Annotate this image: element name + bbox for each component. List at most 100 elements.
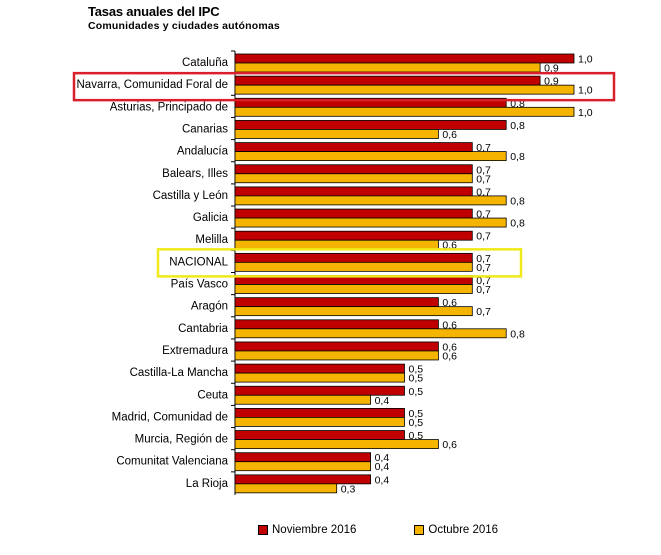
value-label-octubre-nacional: 0,7 [476, 262, 491, 274]
bar-octubre-asturias-principado-de [234, 106, 575, 117]
value-label-octubre-galicia: 0,8 [510, 218, 525, 230]
value-label-noviembre-extremadura: 0,6 [442, 341, 457, 353]
value-label-octubre-ceuta: 0,4 [375, 395, 390, 407]
category-label-castilla-la-mancha: Castilla-La Mancha [130, 367, 229, 379]
bar-octubre-cataluna [234, 62, 541, 73]
highlight-box-yellow [156, 248, 523, 278]
value-label-octubre-andalucia: 0,8 [510, 151, 525, 163]
bar-octubre-galicia [234, 217, 507, 228]
bar-noviembre-balears-illes [234, 164, 473, 175]
bar-octubre-madrid-comunidad-de [234, 416, 405, 427]
bar-octubre-balears-illes [234, 173, 473, 184]
bar-noviembre-castilla-y-leon [234, 186, 473, 197]
category-label-navarra-comunidad-foral-de: Navarra, Comunidad Foral de [77, 79, 229, 91]
legend-swatch-noviembre [258, 525, 268, 535]
bar-noviembre-canarias [234, 120, 507, 130]
bar-noviembre-comunitat-valenciana [234, 452, 372, 463]
value-label-noviembre-balears-illes: 0,7 [476, 164, 491, 176]
bar-octubre-comunitat-valenciana [234, 461, 372, 472]
bar-octubre-nacional [234, 261, 473, 272]
value-label-noviembre-madrid-comunidad-de: 0,5 [409, 408, 424, 420]
value-label-noviembre-canarias: 0,8 [510, 120, 525, 132]
value-label-noviembre-pais-vasco: 0,7 [476, 275, 491, 287]
value-label-octubre-pais-vasco: 0,7 [476, 284, 491, 296]
value-label-octubre-murcia-region-de: 0,6 [442, 439, 457, 451]
bar-noviembre-madrid-comunidad-de [234, 407, 405, 418]
value-label-noviembre-cataluna: 1,0 [578, 54, 593, 66]
bar-octubre-extremadura [234, 350, 439, 361]
category-label-galicia: Galicia [193, 212, 229, 224]
value-label-octubre-comunitat-valenciana: 0,4 [375, 461, 390, 473]
category-label-asturias-principado-de: Asturias, Principado de [110, 101, 228, 113]
value-label-octubre-navarra-comunidad-foral-de: 1,0 [578, 85, 593, 97]
bar-noviembre-extremadura [234, 341, 439, 352]
legend-label-noviembre: Noviembre 2016 [272, 524, 357, 536]
value-label-octubre-castilla-y-leon: 0,8 [510, 195, 525, 207]
value-label-noviembre-aragon: 0,6 [442, 297, 457, 309]
category-label-la-rioja: La Rioja [186, 478, 229, 490]
value-label-noviembre-comunitat-valenciana: 0,4 [375, 452, 390, 464]
bar-octubre-castilla-y-leon [234, 195, 507, 206]
bar-noviembre-nacional [234, 252, 473, 263]
category-label-aragon: Aragón [191, 301, 228, 313]
value-label-octubre-extremadura: 0,6 [442, 350, 457, 362]
value-label-octubre-canarias: 0,6 [442, 129, 457, 141]
value-label-octubre-asturias-principado-de: 1,0 [578, 107, 593, 119]
value-label-octubre-la-rioja: 0,3 [341, 483, 356, 495]
chart-legend: Noviembre 2016 Octubre 2016 [258, 524, 498, 536]
value-label-noviembre-cantabria: 0,6 [442, 319, 457, 331]
value-label-octubre-cantabria: 0,8 [510, 328, 525, 340]
value-label-noviembre-castilla-la-mancha: 0,5 [409, 364, 424, 376]
bar-noviembre-aragon [234, 297, 439, 308]
value-label-octubre-balears-illes: 0,7 [476, 173, 491, 185]
bar-octubre-ceuta [234, 394, 372, 405]
bar-octubre-murcia-region-de [234, 439, 439, 449]
chart-subtitle: Comunidades y ciudades autónomas [88, 20, 280, 32]
value-label-octubre-madrid-comunidad-de: 0,5 [409, 417, 424, 429]
value-label-noviembre-andalucia: 0,7 [476, 142, 491, 154]
value-label-octubre-castilla-la-mancha: 0,5 [409, 373, 424, 385]
bar-octubre-castilla-la-mancha [234, 372, 405, 383]
bar-noviembre-andalucia [234, 142, 473, 153]
bar-octubre-melilla [234, 239, 439, 250]
legend-label-octubre: Octubre 2016 [428, 524, 499, 536]
bar-noviembre-galicia [234, 208, 473, 219]
value-label-noviembre-melilla: 0,7 [476, 231, 491, 243]
legend-item-octubre: Octubre 2016 [414, 524, 498, 536]
category-label-pais-vasco: País Vasco [171, 279, 228, 291]
bar-noviembre-castilla-la-mancha [234, 363, 405, 374]
bar-noviembre-cantabria [234, 319, 439, 330]
category-label-murcia-region-de: Murcia, Región de [135, 434, 228, 446]
value-label-noviembre-nacional: 0,7 [476, 253, 491, 265]
legend-item-noviembre: Noviembre 2016 [258, 524, 356, 536]
category-label-cantabria: Cantabria [178, 323, 228, 335]
value-label-noviembre-murcia-region-de: 0,5 [409, 430, 424, 442]
bar-noviembre-navarra-comunidad-foral-de [234, 75, 541, 86]
bar-octubre-cantabria [234, 328, 507, 339]
category-label-extremadura: Extremadura [162, 345, 228, 357]
bar-octubre-canarias [234, 129, 439, 139]
category-label-melilla: Melilla [195, 234, 228, 246]
category-label-madrid-comunidad-de: Madrid, Comunidad de [112, 411, 228, 423]
category-label-comunitat-valenciana: Comunitat Valenciana [116, 456, 228, 468]
bar-noviembre-cataluna [234, 53, 575, 64]
value-label-octubre-cataluna: 0,9 [544, 63, 559, 75]
legend-swatch-octubre [414, 525, 425, 535]
category-label-ceuta: Ceuta [197, 389, 228, 401]
bar-octubre-la-rioja [234, 483, 338, 494]
value-label-noviembre-navarra-comunidad-foral-de: 0,9 [544, 76, 559, 88]
category-label-canarias: Canarias [182, 123, 228, 135]
category-label-balears-illes: Balears, Illes [162, 168, 228, 180]
bar-octubre-navarra-comunidad-foral-de [234, 84, 575, 95]
bar-chart: Cataluña 1,0 0,9 Navarra, Comunidad Foral d… [72, 50, 616, 495]
chart-title: Tasas anuales del IPC [88, 4, 220, 19]
bar-octubre-pais-vasco [234, 284, 473, 294]
bar-octubre-aragon [234, 306, 473, 317]
value-label-octubre-aragon: 0,7 [476, 306, 491, 318]
value-label-noviembre-ceuta: 0,5 [409, 386, 424, 398]
highlight-box-red [72, 71, 616, 102]
category-label-andalucia: Andalucía [177, 146, 229, 158]
value-label-noviembre-castilla-y-leon: 0,7 [476, 186, 491, 198]
value-label-noviembre-galicia: 0,7 [476, 209, 491, 221]
category-label-castilla-y-leon: Castilla y León [153, 190, 228, 202]
